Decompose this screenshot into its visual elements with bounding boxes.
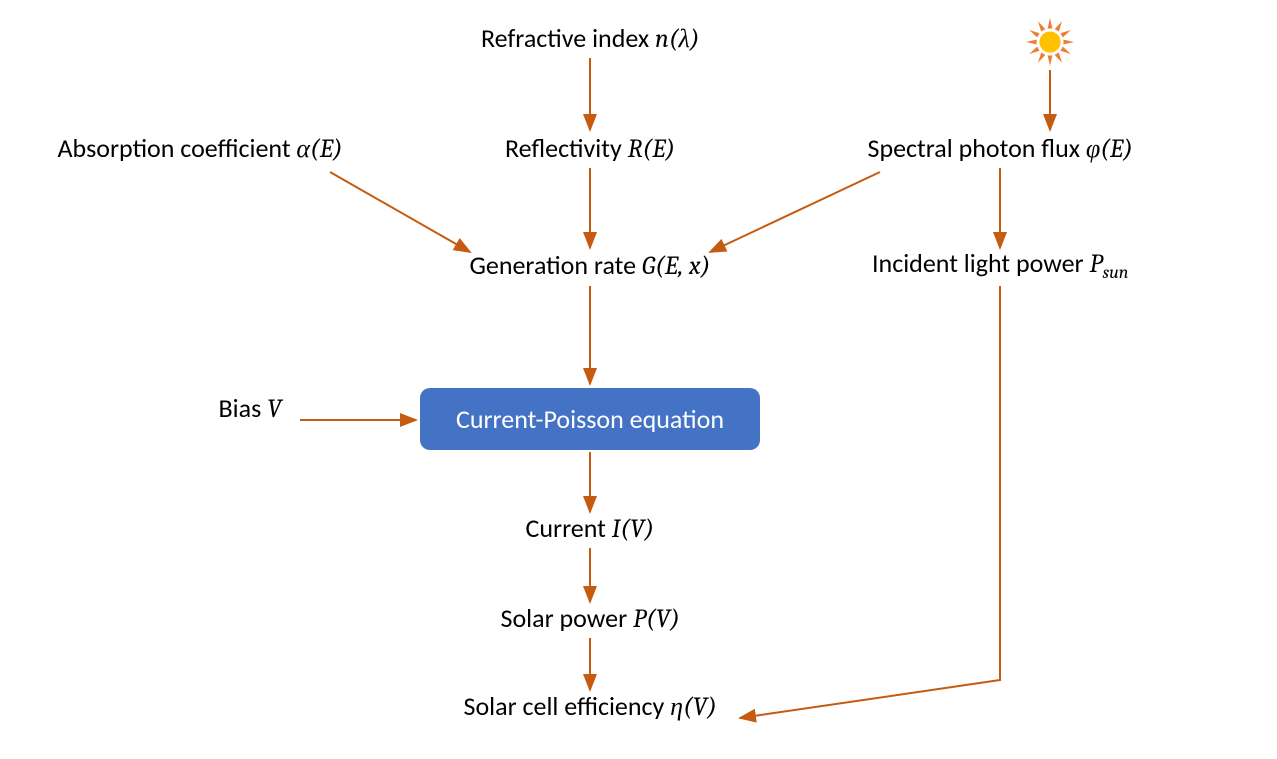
label-spectral: Spectral photon flux — [868, 132, 1086, 164]
node-spectral: Spectral photon flux φ(E) — [868, 132, 1133, 164]
math-absorption: α(E) — [296, 134, 342, 164]
node-incident: Incident light power Psun — [872, 247, 1128, 283]
node-bias: Bias V — [219, 392, 282, 424]
math-refractive: n(λ) — [655, 24, 699, 54]
label-refractive: Refractive index — [481, 22, 655, 54]
math-incident-pre: P — [1089, 249, 1102, 279]
node-refractive: Refractive index n(λ) — [481, 22, 699, 54]
label-current: Current — [526, 512, 612, 544]
node-current: Current I(V) — [526, 512, 655, 544]
label-poisson: Current-Poisson equation — [456, 403, 724, 435]
math-spectral: φ(E) — [1086, 134, 1133, 164]
math-bias: V — [267, 394, 281, 424]
math-efficiency: η(V) — [670, 692, 717, 722]
node-absorption: Absorption coefficient α(E) — [58, 132, 343, 164]
label-solarpower: Solar power — [501, 602, 634, 634]
math-current: I(V) — [612, 514, 654, 544]
node-reflectivity: Reflectivity R(E) — [505, 132, 675, 164]
math-solarpower: P(V) — [633, 604, 680, 634]
label-absorption: Absorption coefficient — [58, 132, 297, 164]
math-reflectivity: R(E) — [628, 134, 675, 164]
node-poisson-box: Current-Poisson equation — [420, 388, 760, 450]
sun-icon — [1026, 18, 1074, 71]
math-generation: G(E, x) — [642, 251, 710, 281]
label-efficiency: Solar cell efficiency — [464, 690, 671, 722]
arrows-layer — [0, 0, 1277, 759]
label-incident: Incident light power — [872, 247, 1089, 279]
label-bias: Bias — [219, 392, 268, 424]
node-generation: Generation rate G(E, x) — [470, 249, 711, 281]
diagram-stage: Refractive index n(λ) Absorption coeffic… — [0, 0, 1277, 759]
node-efficiency: Solar cell efficiency η(V) — [464, 690, 717, 722]
node-solarpower: Solar power P(V) — [501, 602, 680, 634]
label-generation: Generation rate — [470, 249, 642, 281]
math-incident-sub: sun — [1103, 262, 1129, 283]
label-reflectivity: Reflectivity — [505, 132, 628, 164]
